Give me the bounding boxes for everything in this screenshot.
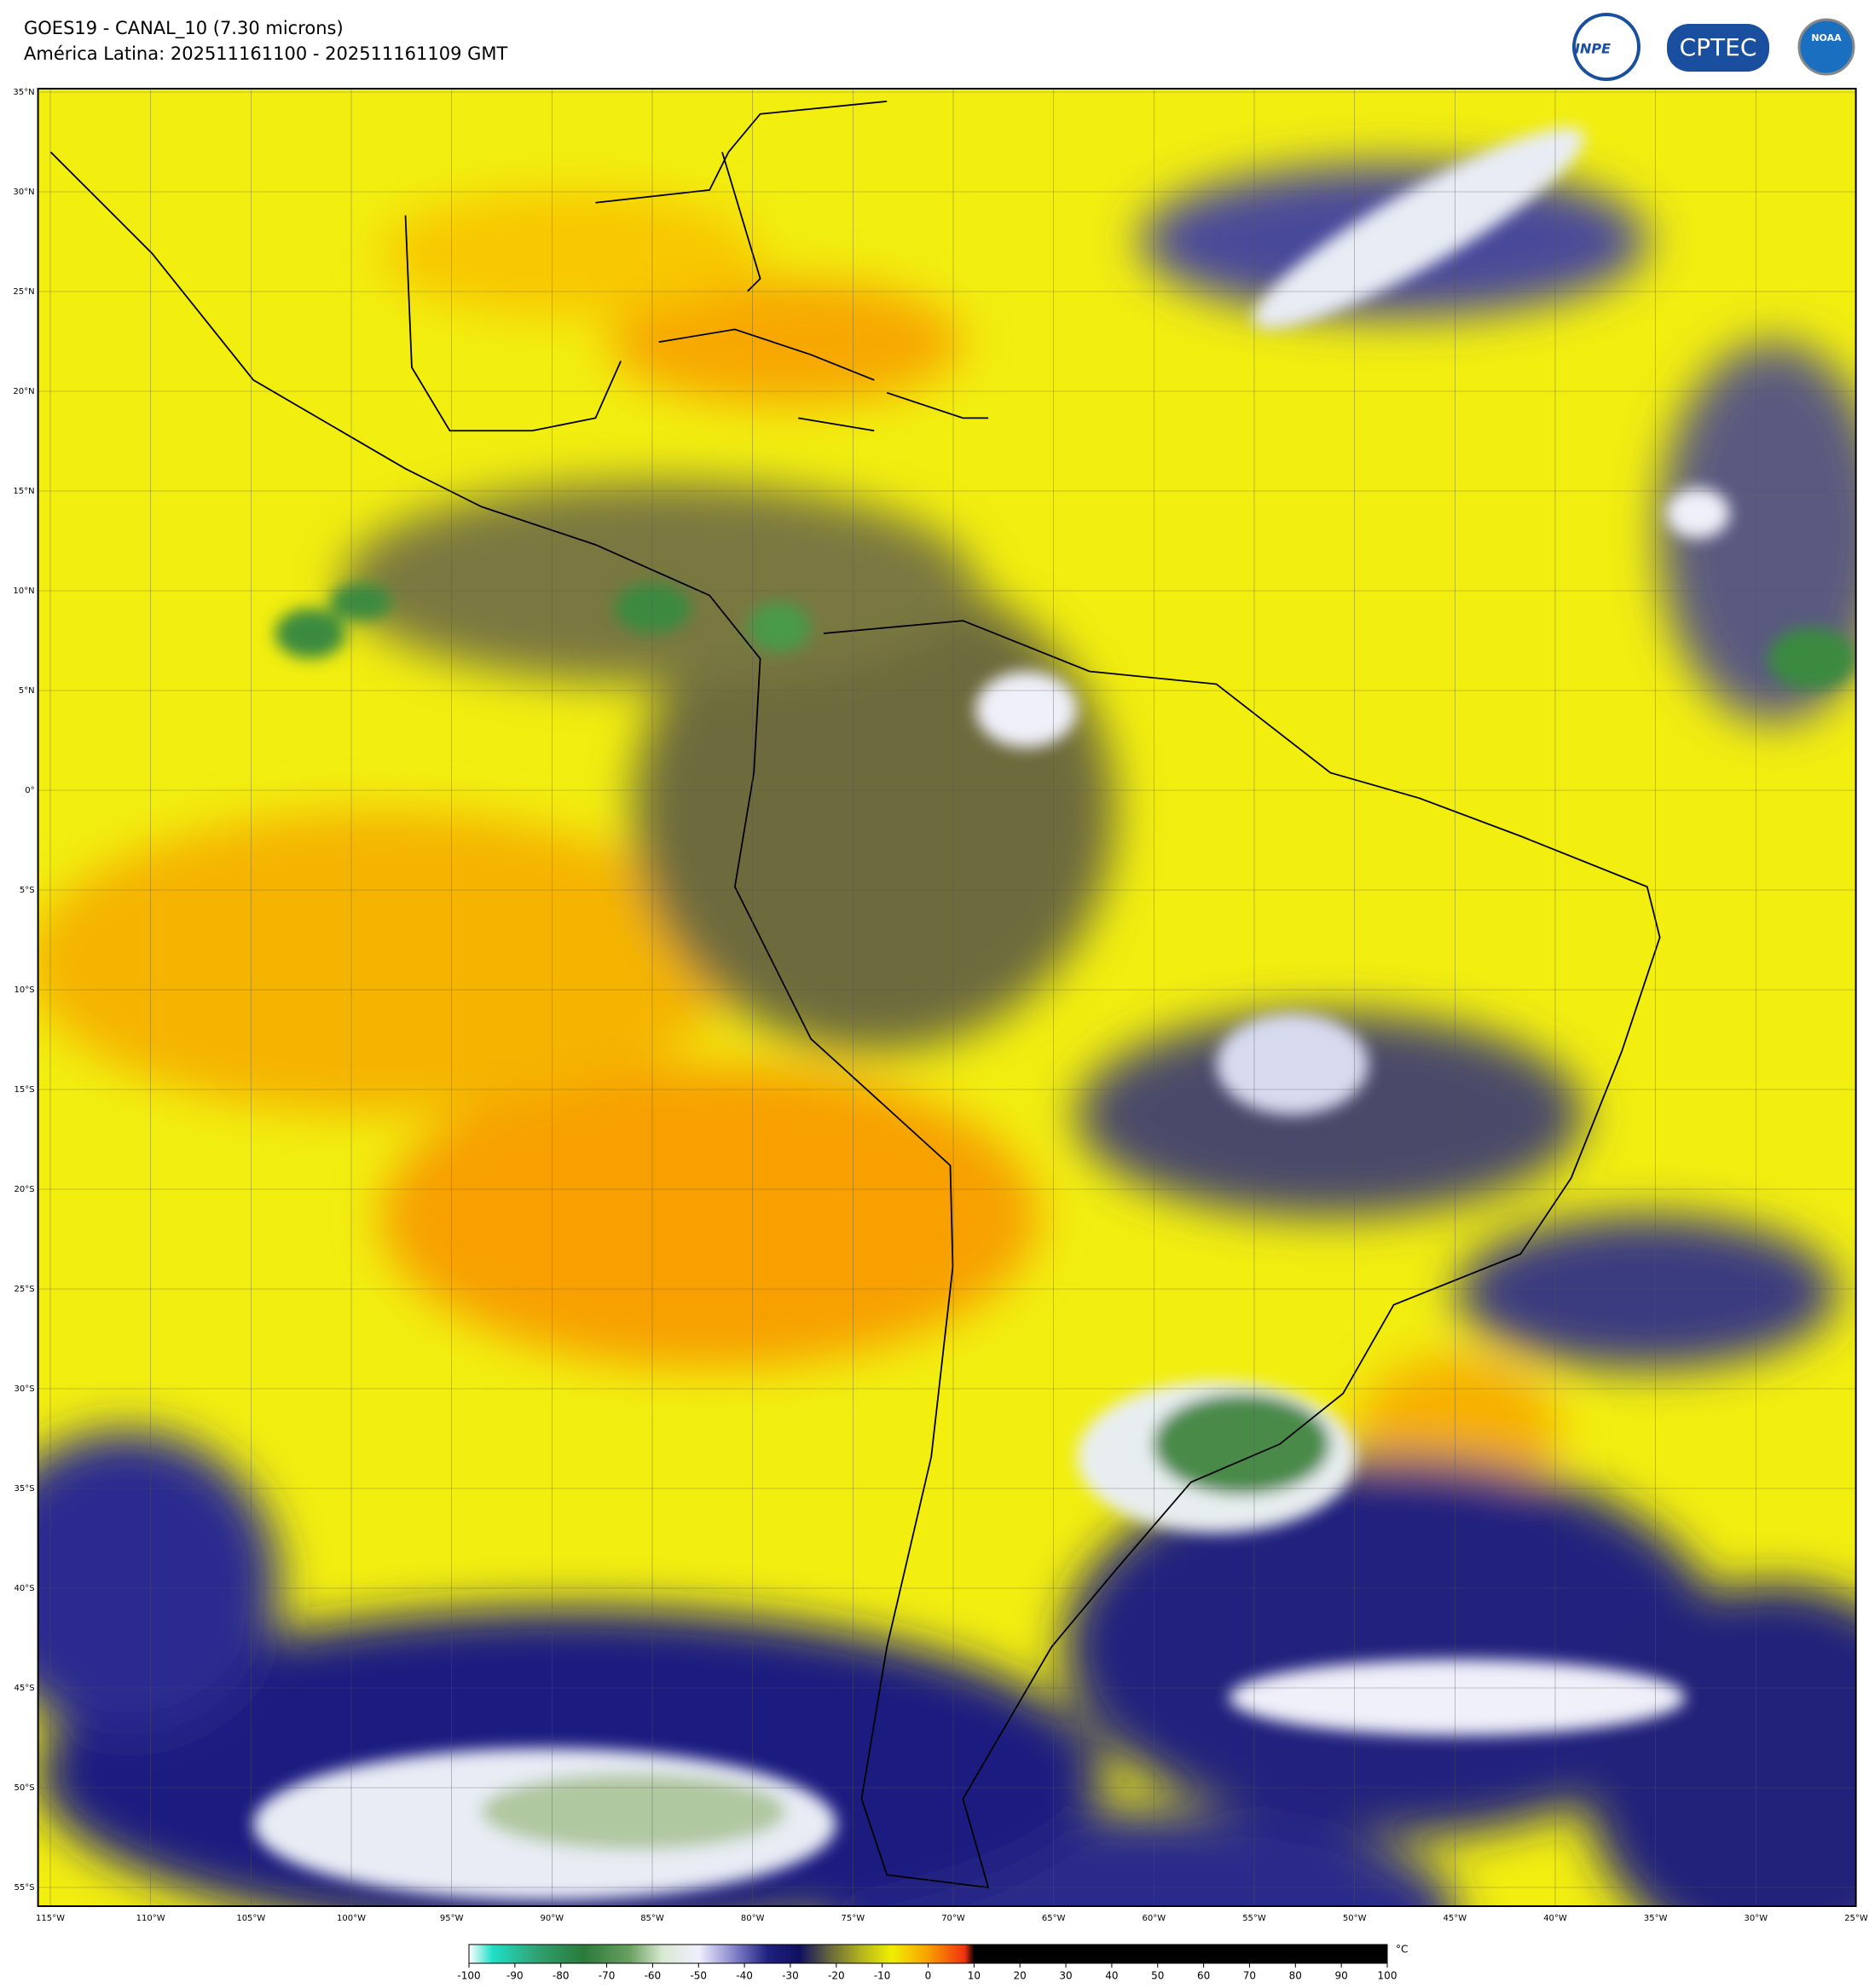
colorbar-segment	[767, 1945, 801, 1963]
lat-label: 15°S	[14, 1085, 35, 1095]
lon-label: 100°W	[337, 1914, 366, 1923]
lat-label: 35°S	[14, 1484, 35, 1494]
colorbar-segment	[827, 1945, 860, 1963]
lat-label: 25°S	[14, 1285, 35, 1294]
colorbar-tick-label: -30	[782, 1970, 799, 1982]
lat-label: 40°S	[14, 1584, 35, 1593]
colorbar-segment	[662, 1945, 699, 1963]
colorbar-tick-label: 40	[1105, 1970, 1118, 1982]
colorbar-tick-label: 70	[1243, 1970, 1256, 1982]
lat-label: 30°S	[14, 1384, 35, 1394]
colorbar-tick-label: -80	[553, 1970, 570, 1982]
imagery	[38, 89, 1856, 1907]
lat-label: 5°S	[20, 886, 35, 895]
coastlines	[49, 100, 1661, 1889]
colorbar-tick-label: -40	[736, 1970, 753, 1982]
logos: INPE CPTEC NOAA	[1572, 13, 1855, 81]
colorbar-unit: °C	[1396, 1944, 1408, 1956]
lon-label: 55°W	[1242, 1914, 1266, 1923]
colorbar-tick-label: 10	[968, 1970, 981, 1982]
colorbar-tick-label: -70	[599, 1970, 616, 1982]
lat-label: 5°N	[19, 686, 35, 696]
colorbar-segment	[891, 1945, 929, 1963]
colorbar-tick-label: 80	[1289, 1970, 1302, 1982]
lon-label: 95°W	[440, 1914, 464, 1923]
axis-labels: 35°N 30°N 25°N 20°N 15°N 10°N 5°N 0° 5°S 10°S 15°S…	[13, 88, 1868, 1923]
lon-label: 85°W	[640, 1914, 664, 1923]
lat-label: 50°S	[14, 1783, 35, 1793]
lon-label: 30°W	[1745, 1914, 1768, 1923]
colorbar-tick-label: 30	[1059, 1970, 1072, 1982]
lat-label: 55°S	[14, 1883, 35, 1893]
lon-label: 50°W	[1343, 1914, 1367, 1923]
colorbar-segment	[964, 1945, 975, 1963]
colorbar-segment	[491, 1945, 539, 1963]
lon-label: 90°W	[541, 1914, 564, 1923]
lat-label: 25°N	[13, 287, 34, 297]
lat-label: 10°N	[13, 587, 34, 596]
lat-label: 10°S	[14, 985, 35, 995]
lat-label: 20°N	[13, 387, 34, 396]
lat-label: 20°S	[14, 1185, 35, 1194]
lon-label: 65°W	[1042, 1914, 1066, 1923]
title: GOES19 - CANAL_10 (7.30 microns)	[24, 18, 344, 39]
colorbar-segment	[928, 1945, 966, 1963]
colorbar: -100 -90 -80 -70 -60 -50 -40 -30 -20 -10 0 10 20 30 40…	[457, 1944, 1408, 1982]
lon-label: 75°W	[842, 1914, 865, 1923]
colorbar-segment	[974, 1945, 1388, 1963]
lon-label: 60°W	[1143, 1914, 1166, 1923]
colorbar-tick-label: -50	[690, 1970, 707, 1982]
colorbar-segment	[859, 1945, 892, 1963]
lon-label: 25°W	[1844, 1914, 1868, 1923]
colorbar-tick-label: 90	[1335, 1970, 1348, 1982]
colorbar-segment	[735, 1945, 768, 1963]
colorbar-segment	[698, 1945, 736, 1963]
colorbar-tick-label: 0	[925, 1970, 932, 1982]
colorbar-tick-label: -20	[828, 1970, 845, 1982]
cptec-text: CPTEC	[1680, 33, 1757, 61]
lon-label: 45°W	[1444, 1914, 1467, 1923]
lat-label: 30°N	[13, 188, 34, 197]
colorbar-tick-label: -60	[645, 1970, 662, 1982]
colorbar-segment	[537, 1945, 585, 1963]
colorbar-tick-label: -10	[874, 1970, 891, 1982]
inpe-text: INPE	[1575, 41, 1611, 57]
lon-label: 40°W	[1543, 1914, 1567, 1923]
lat-label: 35°N	[13, 88, 34, 97]
lon-label: 110°W	[136, 1914, 165, 1923]
colorbar-tick-label: 50	[1151, 1970, 1164, 1982]
lon-label: 105°W	[236, 1914, 265, 1923]
colorbar-segment	[799, 1945, 828, 1963]
colorbar-tick-label: 100	[1378, 1970, 1397, 1982]
colorbar-tick-label: -90	[506, 1970, 524, 1982]
colorbar-segment	[583, 1945, 630, 1963]
colorbar-tick-label: -100	[457, 1970, 480, 1982]
lon-label: 70°W	[941, 1914, 965, 1923]
colorbar-tick-label: 20	[1014, 1970, 1027, 1982]
lat-label: 15°N	[13, 487, 34, 496]
colorbar-segment	[629, 1945, 663, 1963]
lon-label: 35°W	[1644, 1914, 1668, 1923]
lon-label: 115°W	[36, 1914, 65, 1923]
cptec-logo	[1667, 24, 1769, 72]
inpe-logo	[1572, 13, 1640, 81]
noaa-logo	[1797, 18, 1855, 76]
colorbar-tick-label: 60	[1197, 1970, 1210, 1982]
noaa-text: NOAA	[1811, 32, 1842, 43]
colorbar-segment	[469, 1945, 493, 1963]
map-frame	[37, 88, 1857, 1907]
lat-label: 0°	[25, 786, 34, 795]
subtitle: América Latina: 202511161100 - 202511161…	[24, 43, 508, 64]
lon-label: 80°W	[741, 1914, 765, 1923]
lat-label: 45°S	[14, 1684, 35, 1693]
